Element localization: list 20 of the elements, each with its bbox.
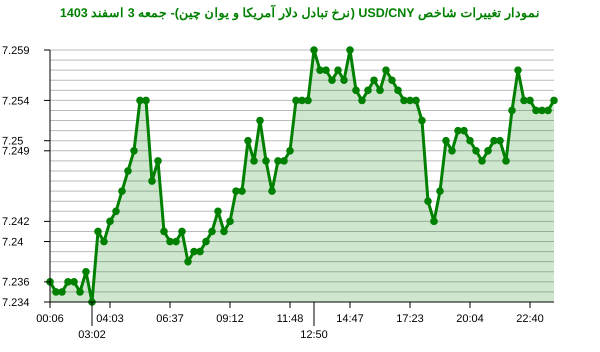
- y-tick-label: 7.24: [2, 236, 24, 248]
- y-tick-label: 7.234: [2, 296, 30, 309]
- x-tick-label: 17:23: [396, 313, 424, 325]
- x-tick-label: 20:04: [456, 313, 484, 325]
- x-tick-label: 04:03: [96, 313, 124, 325]
- x-tick-label: 22:40: [516, 313, 544, 325]
- y-tick-label: 7.259: [2, 44, 30, 57]
- y-tick-label: 7.236: [2, 276, 30, 289]
- y-tick-label: 7.249: [2, 146, 30, 158]
- x-tick-label: 06:37: [156, 313, 184, 325]
- x-tick-label: 14:47: [336, 313, 364, 325]
- x-tick-label: 00:06: [36, 313, 64, 325]
- x-tick-label: 11:48: [276, 313, 304, 325]
- y-tick-label: 7.242: [2, 216, 30, 228]
- y-tick-label: 7.25: [2, 136, 24, 148]
- x-tick-label: 12:50: [300, 329, 328, 341]
- chart-title: نمودار تغییرات شاخص USD/CNY (نرخ تبادل دلار آمریکا و یوان چین)- جمعه 3 اسفند 1403: [60, 4, 540, 21]
- y-tick-label: 7.254: [2, 95, 30, 108]
- x-tick-label: 09:12: [216, 313, 244, 325]
- x-tick-label: 03:02: [78, 329, 106, 341]
